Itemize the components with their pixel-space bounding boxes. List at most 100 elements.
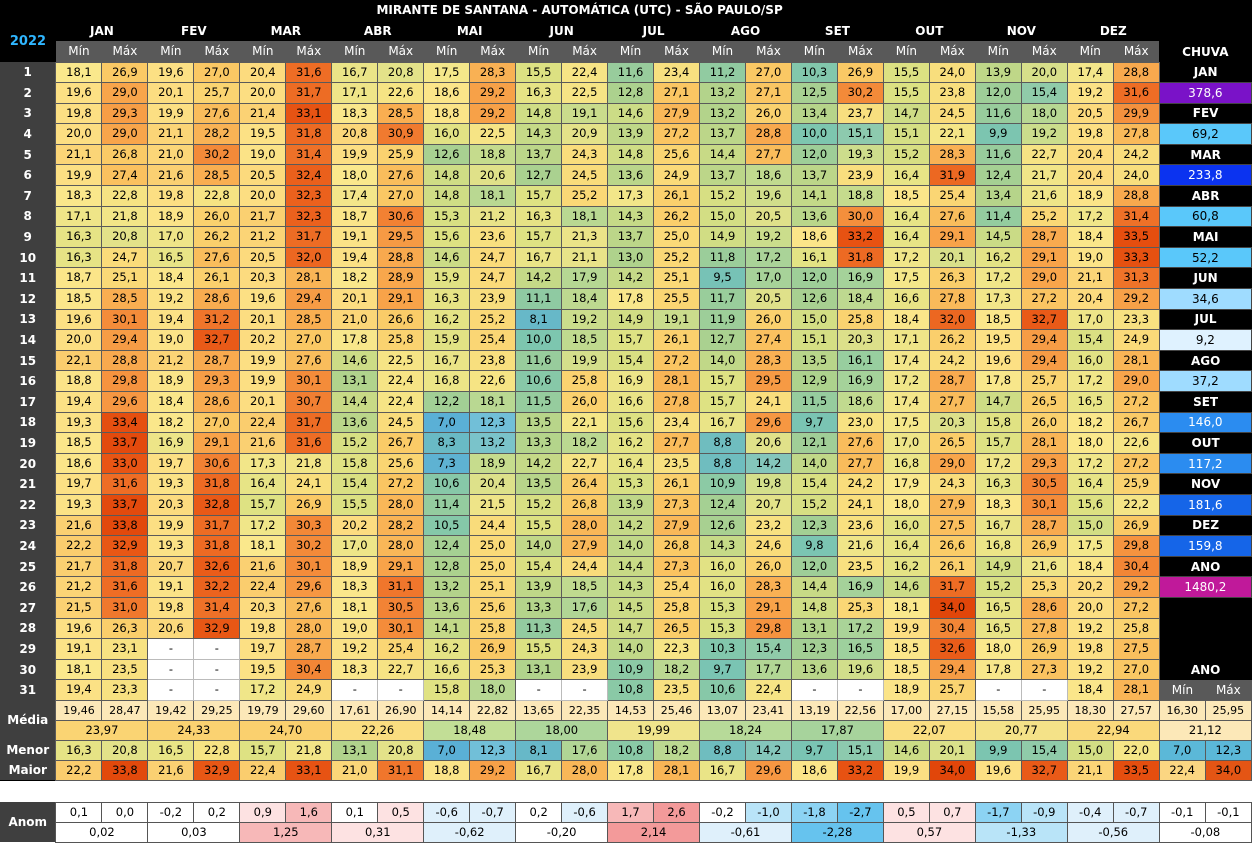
day-value: 19,2 [1066,617,1114,640]
day-value: 15,9 [423,329,471,351]
day-value: 16,3 [423,288,471,310]
menor-ano-value: 7,0 [1158,739,1206,761]
media-value: 17,00 [882,699,930,721]
day-value: 17,2 [882,370,930,392]
maior-value: 33,1 [285,759,333,781]
day-value: 15,4 [515,555,563,578]
day-value: 19,2 [561,308,609,331]
day-value: 19,2 [147,288,195,310]
day-value: 10,8 [607,679,655,701]
day-value: 23,0 [836,411,884,434]
day-value: 22,6 [469,370,517,392]
day-value: 10,0 [515,329,563,351]
day-value: 20,2 [239,329,287,351]
day-value: 14,1 [423,617,471,640]
day-value: 16,4 [882,164,930,187]
day-value: 33,8 [101,514,149,537]
day-value: 21,3 [561,226,609,248]
day-value: 18,5 [882,638,930,660]
day-value: 32,7 [193,329,241,351]
day-value: 18,0 [882,493,930,516]
day-value: 18,1 [561,205,609,228]
day-value: 17,4 [882,349,930,372]
day-number: 2 [0,82,56,104]
day-value: 27,9 [561,535,609,557]
day-value: 9,8 [790,535,838,557]
chuva-value: 52,2 [1158,246,1252,269]
day-value: 13,2 [699,82,746,104]
menor-value: 21,8 [285,739,333,761]
day-value: 21,1 [147,123,195,145]
day-value: 8,8 [699,452,746,475]
day-value: 13,6 [423,596,471,619]
day-value: 16,0 [699,555,746,578]
day-value: 18,0 [469,679,517,701]
day-value: 22,7 [377,658,425,681]
day-value: 30,6 [193,452,241,475]
anom-ano-value: -0,1 [1158,801,1206,823]
day-value: 28,0 [285,617,333,640]
chuva-month-label: JUN [1159,267,1252,289]
day-value: 23,9 [561,658,609,681]
month-header-jan: JAN [55,20,148,41]
day-number: 8 [0,206,56,227]
day-value: 14,3 [515,123,563,145]
day-value: 20,8 [377,61,425,84]
day-value: 19,5 [974,329,1022,351]
day-value: 18,4 [561,288,609,310]
day-value: 13,9 [607,123,655,145]
day-value: - [836,679,884,701]
day-value: 21,1 [561,246,609,269]
day-value: 11,5 [515,391,563,413]
day-value: 25,8 [836,308,884,331]
media-mes-value: 23,97 [55,719,149,741]
chuva-month-label: OUT [1159,432,1252,454]
day-value: 27,4 [101,164,149,187]
day-value: - [1020,679,1068,701]
day-value: 25,1 [469,576,517,598]
day-value: 25,6 [469,596,517,619]
day-value: 25,8 [653,596,701,619]
day-value: 21,2 [239,226,287,248]
day-number: 21 [0,473,56,495]
day-value: 13,7 [607,226,655,248]
day-value: 26,9 [1020,535,1068,557]
day-value: 16,8 [974,535,1022,557]
anom-value: 0,1 [331,801,379,823]
day-value: 14,7 [882,102,930,125]
day-value: 9,7 [790,411,838,434]
day-value: 17,3 [239,452,287,475]
day-value: - [974,679,1022,701]
day-value: 26,3 [101,617,149,640]
day-value: 15,1 [790,329,838,351]
day-value: 29,1 [193,432,241,454]
day-value: 24,1 [285,473,333,495]
chuva-value: 117,2 [1158,452,1252,475]
day-value: 23,4 [653,411,701,434]
day-value: 25,3 [469,658,517,681]
day-value: 31,8 [836,246,884,269]
day-value: 18,4 [1066,679,1114,701]
day-number: 22 [0,494,56,516]
day-value: 30,0 [836,205,884,228]
day-value: - [790,679,838,701]
day-value: 18,1 [882,596,930,619]
day-value: 13,1 [331,370,379,392]
day-value: 11,2 [699,61,746,84]
day-value: 32,3 [285,185,333,207]
day-value: 18,3 [331,576,379,598]
day-value: 19,6 [836,658,884,681]
day-value: 33,0 [101,452,149,475]
anom-value: -0,7 [469,801,517,823]
day-value: 16,6 [607,391,655,413]
day-value: 27,9 [653,514,701,537]
day-value: 10,5 [423,514,471,537]
day-value: 29,0 [101,82,149,104]
day-value: 20,3 [928,411,976,434]
day-value: 20,6 [745,432,792,454]
day-value: 29,1 [377,555,425,578]
day-value: 22,4 [561,61,609,84]
day-value: - [331,679,379,701]
min-subheader: Mín [699,41,746,62]
day-value: 15,5 [331,493,379,516]
